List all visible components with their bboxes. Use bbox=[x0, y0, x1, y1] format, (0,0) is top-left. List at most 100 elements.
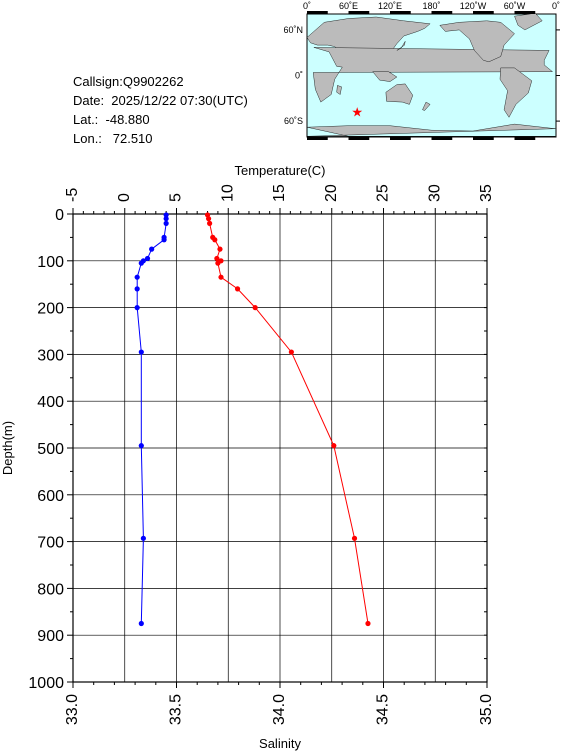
map-lat-label: 60˚N bbox=[283, 25, 303, 35]
temperature-data-point bbox=[252, 305, 258, 311]
temperature-profile-line bbox=[207, 214, 369, 624]
map-lat-label: 0˚ bbox=[295, 71, 303, 81]
depth-tick-label: 400 bbox=[37, 394, 64, 411]
temperature-data-point bbox=[212, 237, 218, 243]
map-landmass bbox=[336, 85, 342, 95]
salinity-data-point bbox=[138, 349, 144, 355]
temperature-data-point bbox=[207, 220, 213, 226]
station-marker-star: ★ bbox=[351, 105, 363, 120]
map-lon-label: 60˚E bbox=[339, 1, 358, 11]
salinity-data-point bbox=[140, 535, 146, 541]
temperature-tick-label: 20 bbox=[323, 184, 340, 202]
map-frame-tick bbox=[431, 137, 453, 140]
salinity-data-point bbox=[163, 220, 169, 226]
map-lon-label: 180˚ bbox=[422, 1, 440, 11]
temperature-data-point bbox=[365, 620, 371, 627]
salinity-data-point bbox=[134, 305, 140, 311]
map-frame-tick bbox=[390, 11, 411, 14]
temperature-data-point bbox=[205, 216, 212, 222]
temperature-tick-label: 15 bbox=[271, 184, 288, 202]
map-frame-tick bbox=[473, 137, 494, 140]
temperature-data-point bbox=[214, 255, 220, 262]
depth-tick-label: 0 bbox=[55, 207, 64, 224]
temperature-axis-title: Temperature(C) bbox=[234, 163, 325, 178]
temperature-data-point bbox=[215, 260, 221, 266]
map-frame-tick bbox=[390, 137, 411, 140]
salinity-data-point bbox=[134, 286, 140, 292]
salinity-tick-label: 34.0 bbox=[271, 694, 288, 725]
map-frame-ticks bbox=[307, 11, 536, 140]
salinity-data-point bbox=[144, 255, 151, 262]
salinity-tick-label: 34.5 bbox=[375, 694, 392, 725]
salinity-profile-line bbox=[136, 214, 167, 624]
map-frame-tick bbox=[307, 11, 328, 14]
map-lon-label: 120˚E bbox=[378, 1, 402, 11]
salinity-tick-labels: 33.0 33.5 34.0 34.5 35.0 bbox=[64, 694, 495, 725]
map-landmass bbox=[385, 83, 414, 105]
map-lon-label: 60˚W bbox=[504, 1, 526, 11]
map-landmass bbox=[439, 20, 515, 63]
map-latitude-labels: 60˚N 0˚ 60˚S bbox=[283, 25, 560, 126]
temperature-tick-label: 0 bbox=[116, 193, 133, 202]
plot-frame bbox=[72, 213, 488, 683]
station-info: Callsign:Q9902262 Date: 2025/12/22 07:30… bbox=[73, 72, 248, 148]
salinity-tick-label: 33.5 bbox=[168, 694, 185, 725]
depth-tick-label: 800 bbox=[37, 581, 64, 598]
salinity-axis-title: Salinity bbox=[259, 736, 301, 751]
map-frame-tick bbox=[348, 11, 370, 14]
temperature-tick-label: 5 bbox=[168, 193, 185, 202]
temperature-tick-label: -5 bbox=[64, 188, 81, 202]
temperature-tick-label: 25 bbox=[375, 184, 392, 202]
map-landmass bbox=[422, 101, 431, 111]
salinity-data-point bbox=[138, 260, 144, 266]
map-lat-label: 60˚S bbox=[284, 116, 303, 126]
map-frame-tick bbox=[514, 137, 536, 140]
callsign-text: Callsign:Q9902262 bbox=[73, 74, 184, 89]
chart-grid bbox=[72, 213, 488, 683]
map-lon-label: 0˚ bbox=[552, 1, 560, 11]
salinity-data-point bbox=[138, 443, 144, 449]
depth-tick-label: 700 bbox=[37, 535, 64, 552]
temperature-tick-labels: -5 0 5 10 15 20 25 30 35 bbox=[64, 184, 495, 202]
depth-tick-labels: 0 100 200 300 400 500 600 700 800 900 1000 bbox=[28, 207, 64, 692]
map-landmass bbox=[306, 123, 556, 137]
temperature-data-point bbox=[331, 443, 337, 449]
map-frame-tick bbox=[431, 11, 453, 14]
map-landmass bbox=[372, 71, 398, 82]
date-text: Date: 2025/12/22 07:30(UTC) bbox=[73, 93, 248, 108]
temperature-data-point bbox=[234, 286, 241, 292]
salinity-data-point bbox=[163, 216, 169, 222]
temperature-data-point bbox=[351, 535, 358, 541]
temperature-tick-label: 35 bbox=[478, 184, 495, 202]
salinity-data-point bbox=[149, 246, 155, 252]
depth-tick-label: 100 bbox=[37, 254, 64, 271]
temperature-data-point bbox=[217, 246, 223, 252]
salinity-data-point bbox=[134, 274, 140, 280]
salinity-data-point bbox=[163, 212, 169, 218]
depth-axis-title: Depth(m) bbox=[0, 421, 15, 475]
depth-tick-label: 500 bbox=[37, 441, 64, 458]
map-frame-tick bbox=[348, 137, 370, 140]
temperature-data-point bbox=[288, 349, 294, 355]
depth-tick-label: 1000 bbox=[28, 675, 64, 692]
depth-tick-label: 200 bbox=[37, 301, 64, 318]
map-frame-tick bbox=[307, 137, 328, 140]
map-landmass bbox=[499, 67, 533, 118]
depth-tick-label: 300 bbox=[37, 347, 64, 364]
salinity-data-point bbox=[138, 620, 144, 627]
map-longitude-labels: 0˚ 60˚E 120˚E 180˚ 120˚W 60˚W 0˚ bbox=[303, 1, 560, 11]
longitude-text: Lon.: 72.510 bbox=[73, 131, 153, 146]
depth-tick-label: 900 bbox=[37, 628, 64, 645]
map-lon-label: 120˚W bbox=[460, 1, 487, 11]
latitude-text: Lat.: -48.880 bbox=[73, 112, 150, 127]
map-frame-tick bbox=[473, 11, 494, 14]
data-series bbox=[134, 212, 371, 627]
salinity-data-point bbox=[161, 237, 167, 243]
map-frame-tick bbox=[514, 11, 536, 14]
map-landmass bbox=[396, 41, 406, 51]
temperature-data-point bbox=[218, 274, 224, 280]
map-lon-label: 0˚ bbox=[303, 1, 311, 11]
map-land bbox=[306, 12, 556, 137]
